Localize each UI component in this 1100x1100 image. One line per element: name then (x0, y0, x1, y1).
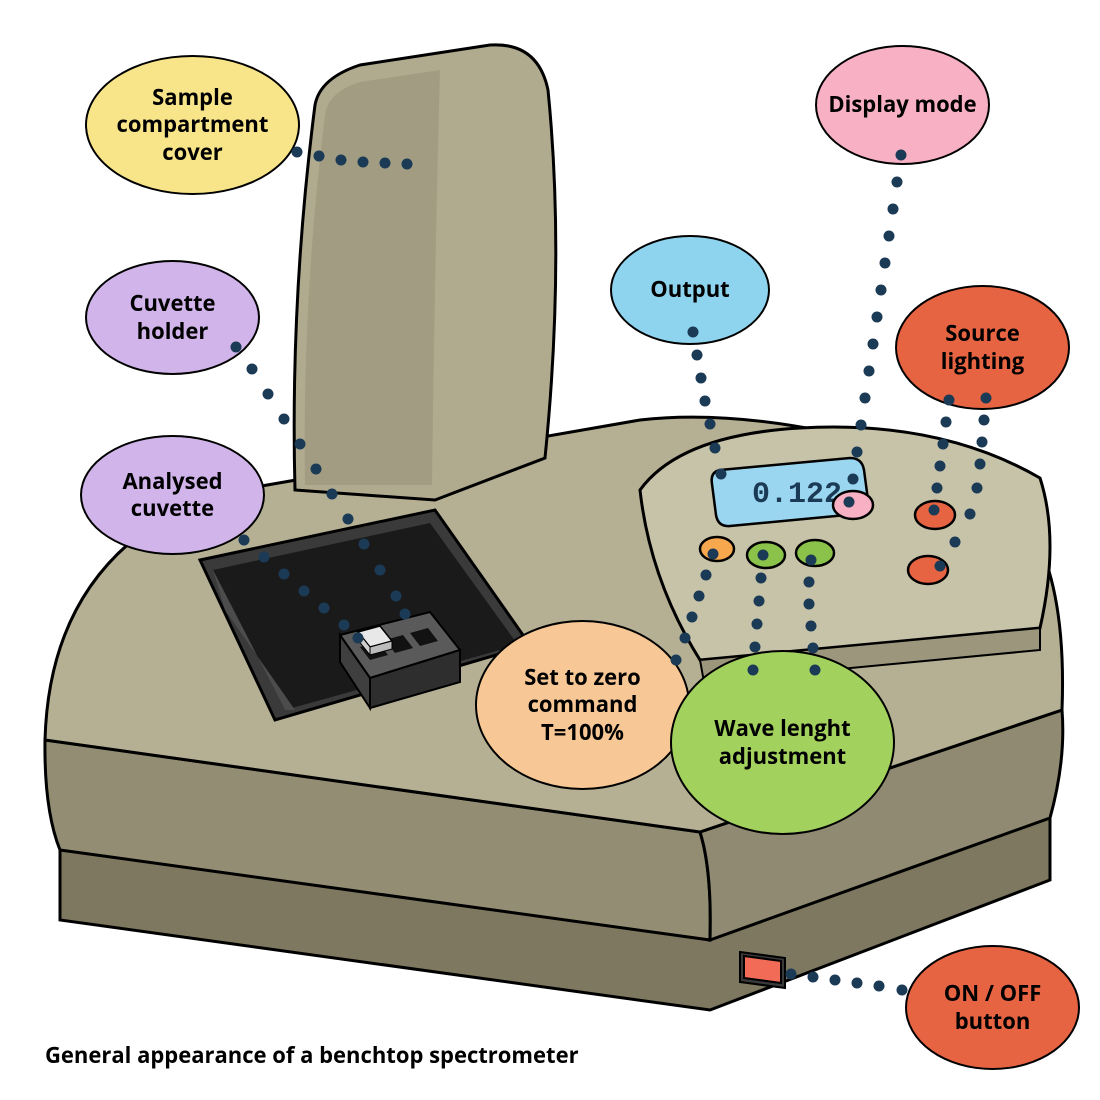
connector-dot (336, 155, 347, 166)
connector-dot (696, 373, 707, 384)
connector-dot (981, 393, 992, 404)
connector-dot (860, 393, 871, 404)
connector-dot (830, 975, 841, 986)
connector-dot (806, 555, 817, 566)
connector-dot (700, 396, 711, 407)
connector-dot (896, 150, 907, 161)
connector-dot (972, 483, 983, 494)
connector-dot (944, 395, 955, 406)
connector-dot (688, 327, 699, 338)
connector-dot (874, 981, 885, 992)
connector-dot (358, 157, 369, 168)
connector-dot (231, 342, 242, 353)
connector-dot (748, 665, 759, 676)
connector-dot (806, 621, 817, 632)
connector-dot (938, 439, 949, 450)
connector-dot (756, 573, 767, 584)
connector-dot (950, 537, 961, 548)
connector-dot (844, 497, 855, 508)
connector-dot (319, 603, 330, 614)
connector-dot (752, 619, 763, 630)
connector-dot (694, 591, 705, 602)
connector-dot (897, 985, 908, 996)
connector-dot (314, 151, 325, 162)
connector-dot (880, 258, 891, 269)
connector-dot (975, 459, 986, 470)
connector-dot (872, 312, 883, 323)
connector-dot (375, 565, 386, 576)
connector-dot (750, 642, 761, 653)
connector-dot (687, 612, 698, 623)
connector-dot (339, 620, 350, 631)
connector-dot (279, 569, 290, 580)
connector-dot (400, 609, 411, 620)
connector-dot (848, 474, 859, 485)
connector-dot (786, 969, 797, 980)
connector-dot (292, 147, 303, 158)
connector-dot (311, 464, 322, 475)
connector-dot (892, 177, 903, 188)
connector-dot (680, 633, 691, 644)
connector-dot (299, 586, 310, 597)
connector-dot (935, 461, 946, 472)
connector-dot (888, 204, 899, 215)
connector-dot (932, 483, 943, 494)
connector-dot (701, 570, 712, 581)
connector-dot (402, 159, 413, 170)
connector-dot (327, 489, 338, 500)
connector-dot (708, 549, 719, 560)
connector-dot (876, 285, 887, 296)
connector-dot (935, 561, 946, 572)
connector-dot (852, 978, 863, 989)
connector-dot (808, 643, 819, 654)
connector-dot (810, 665, 821, 676)
connector-dot (263, 389, 274, 400)
connector-dot (864, 366, 875, 377)
connector-dot (259, 552, 270, 563)
connector-dot (758, 550, 769, 561)
connector-dot (353, 633, 364, 644)
connector-dot (979, 415, 990, 426)
connector-dot (804, 599, 815, 610)
connector-dot (710, 443, 721, 454)
connector-dot (977, 437, 988, 448)
connector-dot (692, 350, 703, 361)
connector-dot (754, 596, 765, 607)
connector-dot (295, 439, 306, 450)
connector-dot (239, 535, 250, 546)
connector-dot (808, 972, 819, 983)
connector-dot (705, 419, 716, 430)
connector-dot (391, 591, 402, 602)
connector-dot (671, 655, 682, 666)
connector-dot (868, 339, 879, 350)
connector-dot (343, 514, 354, 525)
connector-dot (929, 505, 940, 516)
connector-dot (359, 539, 370, 550)
connector-dot (884, 231, 895, 242)
connector-dot (716, 469, 727, 480)
connector-dot (856, 420, 867, 431)
connector-dot (941, 417, 952, 428)
connector-dot (380, 158, 391, 169)
connector-dot (247, 364, 258, 375)
connector-dot (965, 509, 976, 520)
connector-dot (279, 414, 290, 425)
connector-dot (804, 577, 815, 588)
connector-dot (852, 447, 863, 458)
